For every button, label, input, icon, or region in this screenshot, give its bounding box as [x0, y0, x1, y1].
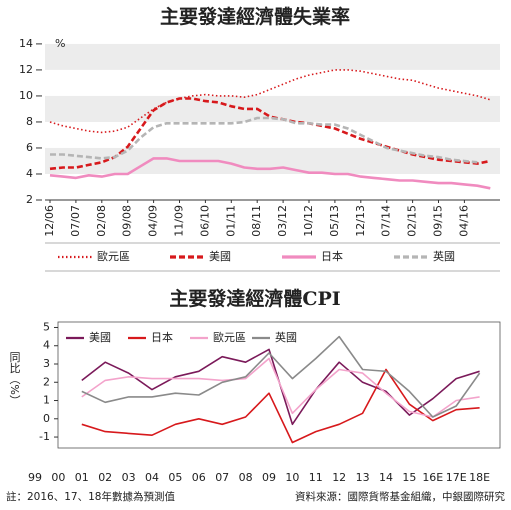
stripe [45, 147, 500, 174]
x-tick-label: 04 [145, 471, 159, 484]
y-tick-label: 8 [26, 115, 33, 128]
x-tick-label: 15 [402, 471, 416, 484]
x-tick-label: 12/06 [43, 205, 56, 237]
y-tick-label: 2 [43, 375, 50, 388]
x-tick-label: 02/08 [95, 205, 108, 237]
y-axis-label: 同比（%） [8, 351, 21, 405]
series-line [81, 335, 481, 418]
x-tick-label: 07/07 [69, 205, 82, 237]
x-tick-label: 05/13 [328, 205, 341, 237]
series-line [49, 157, 491, 190]
series-line [50, 116, 478, 164]
x-tick-label: 04/09 [147, 205, 160, 237]
x-tick-label: 07 [215, 471, 229, 484]
x-tick-label: 09/15 [432, 205, 445, 237]
y-tick-label: 10 [19, 89, 33, 102]
x-tick-label: 17E [446, 471, 467, 484]
legend-label: 美國 [89, 331, 111, 344]
x-tick-label: 05 [168, 471, 182, 484]
x-tick-label: 07/14 [380, 205, 393, 237]
x-tick-label: 14 [379, 471, 393, 484]
legend-label: 英國 [275, 330, 297, 344]
legend-label: 日本 [321, 249, 343, 263]
y-tick-label: 5 [43, 320, 50, 333]
y-tick-label: 12 [19, 63, 33, 76]
stripe [45, 43, 500, 70]
x-tick-label: 08/11 [250, 205, 263, 237]
y-tick-label: 6 [26, 141, 33, 154]
chart-title: 主要發達經濟體失業率 [160, 5, 350, 28]
footnote: 註：2016、17、18年數據為預測值 [6, 490, 175, 503]
x-tick-label: 06/10 [198, 205, 211, 237]
x-tick-label: 04/16 [457, 205, 470, 237]
x-tick-label: 16E [422, 471, 443, 484]
x-tick-label: 00 [51, 471, 65, 484]
legend-label: 歐元區 [97, 249, 130, 263]
x-tick-label: 18E [469, 471, 490, 484]
chart-title: 主要發達經濟體CPI [169, 287, 340, 310]
x-tick-label: 12/13 [354, 205, 367, 237]
legend-label: 日本 [151, 330, 173, 344]
x-tick-label: 11/09 [173, 205, 186, 237]
x-tick-label: 03/12 [276, 205, 289, 237]
x-tick-label: 12 [332, 471, 346, 484]
y-unit: % [55, 37, 65, 50]
legend-label: 英國 [433, 249, 455, 263]
y-tick-label: 2 [26, 193, 33, 206]
y-tick-label: 4 [43, 339, 50, 352]
y-tick-label: 14 [19, 37, 33, 50]
y-tick-label: 4 [26, 167, 33, 180]
y-tick-label: 1 [43, 394, 50, 407]
y-tick-label: 0 [43, 412, 50, 425]
legend-label: 美國 [209, 250, 231, 263]
x-tick-label: 11 [309, 471, 323, 484]
legend-label: 歐元區 [213, 330, 246, 344]
source: 資料來源：國際貨幣基金組織，中銀國際研究 [295, 490, 505, 503]
x-tick-label: 99 [28, 471, 42, 484]
y-tick-label: -1 [39, 430, 50, 443]
series-line [81, 357, 480, 418]
x-tick-label: 02 [98, 471, 112, 484]
x-tick-label: 03 [122, 471, 136, 484]
x-tick-label: 01/11 [224, 205, 237, 237]
x-tick-label: 08 [239, 471, 253, 484]
x-tick-label: 10/12 [302, 205, 315, 237]
y-tick-label: 3 [43, 357, 50, 370]
series-line [49, 97, 491, 171]
plot-frame [57, 321, 501, 449]
x-tick-label: 09/08 [121, 205, 134, 237]
series-line [81, 368, 480, 444]
x-tick-label: 10 [285, 471, 299, 484]
x-tick-label: 01 [75, 471, 89, 484]
x-tick-label: 02/15 [406, 205, 419, 237]
x-tick-label: 06 [192, 471, 206, 484]
x-tick-label: 13 [356, 471, 370, 484]
x-tick-label: 09 [262, 471, 276, 484]
